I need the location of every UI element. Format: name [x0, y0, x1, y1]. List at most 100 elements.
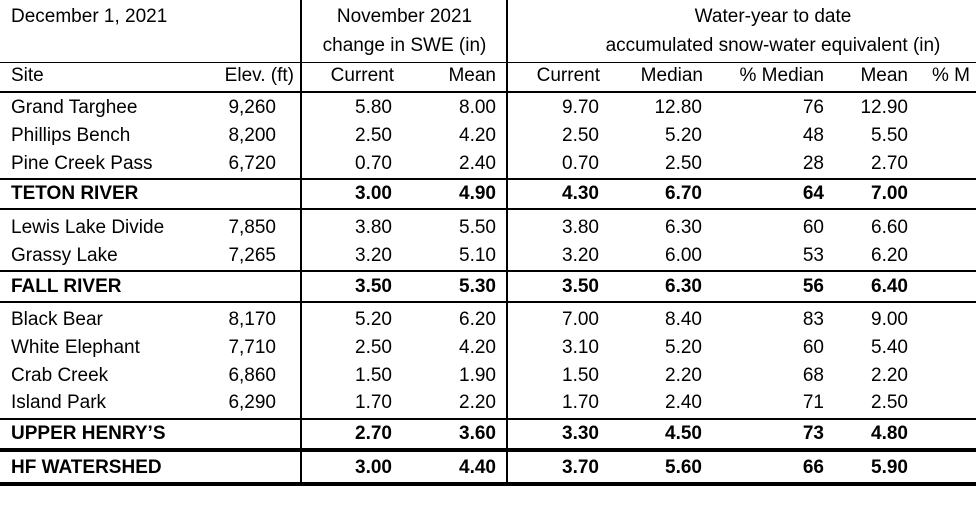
nov-current-cell: 1.50 — [355, 365, 392, 386]
wy-current-cell: 3.70 — [562, 457, 599, 478]
nov-current-cell: 5.20 — [355, 309, 392, 330]
elev-cell: 6,290 — [228, 392, 276, 413]
elev-cell: 9,260 — [228, 97, 276, 118]
pct-median-cell: 66 — [802, 457, 824, 478]
wy-median-cell: 6.00 — [665, 245, 702, 266]
wy-current-cell: 7.00 — [562, 309, 599, 330]
elev-cell: 8,200 — [228, 125, 276, 146]
wy-current-cell: 0.70 — [562, 153, 599, 174]
wy-median-cell: 5.20 — [665, 125, 702, 146]
nov-mean-cell: 5.50 — [459, 217, 496, 238]
site-cell: TETON RIVER — [11, 183, 139, 204]
wy-current-cell: 9.70 — [562, 97, 599, 118]
nov-current-cell: 2.50 — [355, 125, 392, 146]
rule-below-fall — [0, 301, 976, 303]
pct-median-cell: 76 — [802, 97, 824, 118]
elev-cell: 7,265 — [228, 245, 276, 266]
nov-mean-cell: 8.00 — [459, 97, 496, 118]
elev-cell: 7,850 — [228, 217, 276, 238]
pct-median-cell: 71 — [802, 392, 824, 413]
wy-current-cell: 3.50 — [562, 276, 599, 297]
site-cell: HF WATERSHED — [11, 457, 162, 478]
col-header-elev: Elev. (ft) — [224, 65, 294, 86]
wy-median-cell: 5.60 — [665, 457, 702, 478]
site-cell: Island Park — [11, 392, 107, 413]
rule-below-upper-henrys — [0, 448, 976, 452]
wy-mean-cell: 12.90 — [860, 97, 908, 118]
nov-mean-cell: 4.20 — [459, 125, 496, 146]
wy-mean-cell: 2.20 — [871, 365, 908, 386]
rule-under-titles — [0, 62, 976, 63]
col-header-wy-current: Current — [536, 65, 600, 86]
nov-current-cell: 3.00 — [355, 457, 392, 478]
pct-median-cell: 64 — [802, 183, 824, 204]
nov-mean-cell: 3.60 — [459, 423, 496, 444]
pct-median-cell: 73 — [802, 423, 824, 444]
site-cell: Grand Targhee — [11, 97, 138, 118]
wy-median-cell: 6.30 — [665, 276, 702, 297]
group2-title-line1: Water-year to date — [694, 6, 852, 27]
wy-median-cell: 4.50 — [665, 423, 702, 444]
nov-mean-cell: 4.40 — [459, 457, 496, 478]
pct-median-cell: 28 — [802, 153, 824, 174]
nov-current-cell: 3.50 — [355, 276, 392, 297]
nov-mean-cell: 5.10 — [459, 245, 496, 266]
col-header-wy-mean: Mean — [860, 65, 908, 86]
pct-median-cell: 48 — [802, 125, 824, 146]
wy-mean-cell: 6.20 — [871, 245, 908, 266]
group1-title-line1: November 2021 — [336, 6, 473, 27]
site-cell: Crab Creek — [11, 365, 109, 386]
wy-mean-cell: 7.00 — [871, 183, 908, 204]
wy-median-cell: 5.20 — [665, 337, 702, 358]
wy-median-cell: 2.50 — [665, 153, 702, 174]
group2-title-line2: accumulated snow-water equivalent (in) — [605, 35, 941, 56]
nov-current-cell: 0.70 — [355, 153, 392, 174]
site-cell: Lewis Lake Divide — [11, 217, 165, 238]
divider-left-group1 — [300, 0, 302, 486]
wy-mean-cell: 5.40 — [871, 337, 908, 358]
nov-mean-cell: 4.90 — [459, 183, 496, 204]
wy-mean-cell: 9.00 — [871, 309, 908, 330]
wy-median-cell: 12.80 — [654, 97, 702, 118]
nov-current-cell: 2.70 — [355, 423, 392, 444]
rule-above-teton — [0, 178, 976, 180]
wy-median-cell: 2.40 — [665, 392, 702, 413]
wy-mean-cell: 4.80 — [871, 423, 908, 444]
wy-mean-cell: 5.50 — [871, 125, 908, 146]
col-header-wy-median: Median — [640, 65, 703, 86]
col-header-nov-mean: Mean — [448, 65, 496, 86]
wy-mean-cell: 5.90 — [871, 457, 908, 478]
nov-current-cell: 2.50 — [355, 337, 392, 358]
pct-median-cell: 60 — [802, 337, 824, 358]
nov-mean-cell: 6.20 — [459, 309, 496, 330]
wy-current-cell: 1.70 — [562, 392, 599, 413]
site-cell: Grassy Lake — [11, 245, 118, 266]
pct-median-cell: 56 — [802, 276, 824, 297]
site-cell: Pine Creek Pass — [11, 153, 153, 174]
nov-mean-cell: 2.40 — [459, 153, 496, 174]
wy-current-cell: 2.50 — [562, 125, 599, 146]
rule-above-upper-henrys — [0, 418, 976, 420]
pct-median-cell: 53 — [802, 245, 824, 266]
col-header-pct-mean: % M — [932, 65, 970, 86]
site-cell: FALL RIVER — [11, 276, 122, 297]
nov-current-cell: 3.00 — [355, 183, 392, 204]
nov-current-cell: 3.20 — [355, 245, 392, 266]
wy-current-cell: 3.20 — [562, 245, 599, 266]
nov-current-cell: 1.70 — [355, 392, 392, 413]
wy-current-cell: 1.50 — [562, 365, 599, 386]
wy-median-cell: 8.40 — [665, 309, 702, 330]
nov-current-cell: 5.80 — [355, 97, 392, 118]
nov-mean-cell: 4.20 — [459, 337, 496, 358]
nov-mean-cell: 5.30 — [459, 276, 496, 297]
pct-median-cell: 68 — [802, 365, 824, 386]
wy-mean-cell: 2.50 — [871, 392, 908, 413]
wy-current-cell: 4.30 — [562, 183, 599, 204]
site-cell: White Elephant — [11, 337, 140, 358]
wy-median-cell: 6.70 — [665, 183, 702, 204]
group1-title-line2: change in SWE (in) — [322, 35, 487, 56]
elev-cell: 7,710 — [228, 337, 276, 358]
col-header-nov-current: Current — [330, 65, 394, 86]
site-cell: Phillips Bench — [11, 125, 131, 146]
